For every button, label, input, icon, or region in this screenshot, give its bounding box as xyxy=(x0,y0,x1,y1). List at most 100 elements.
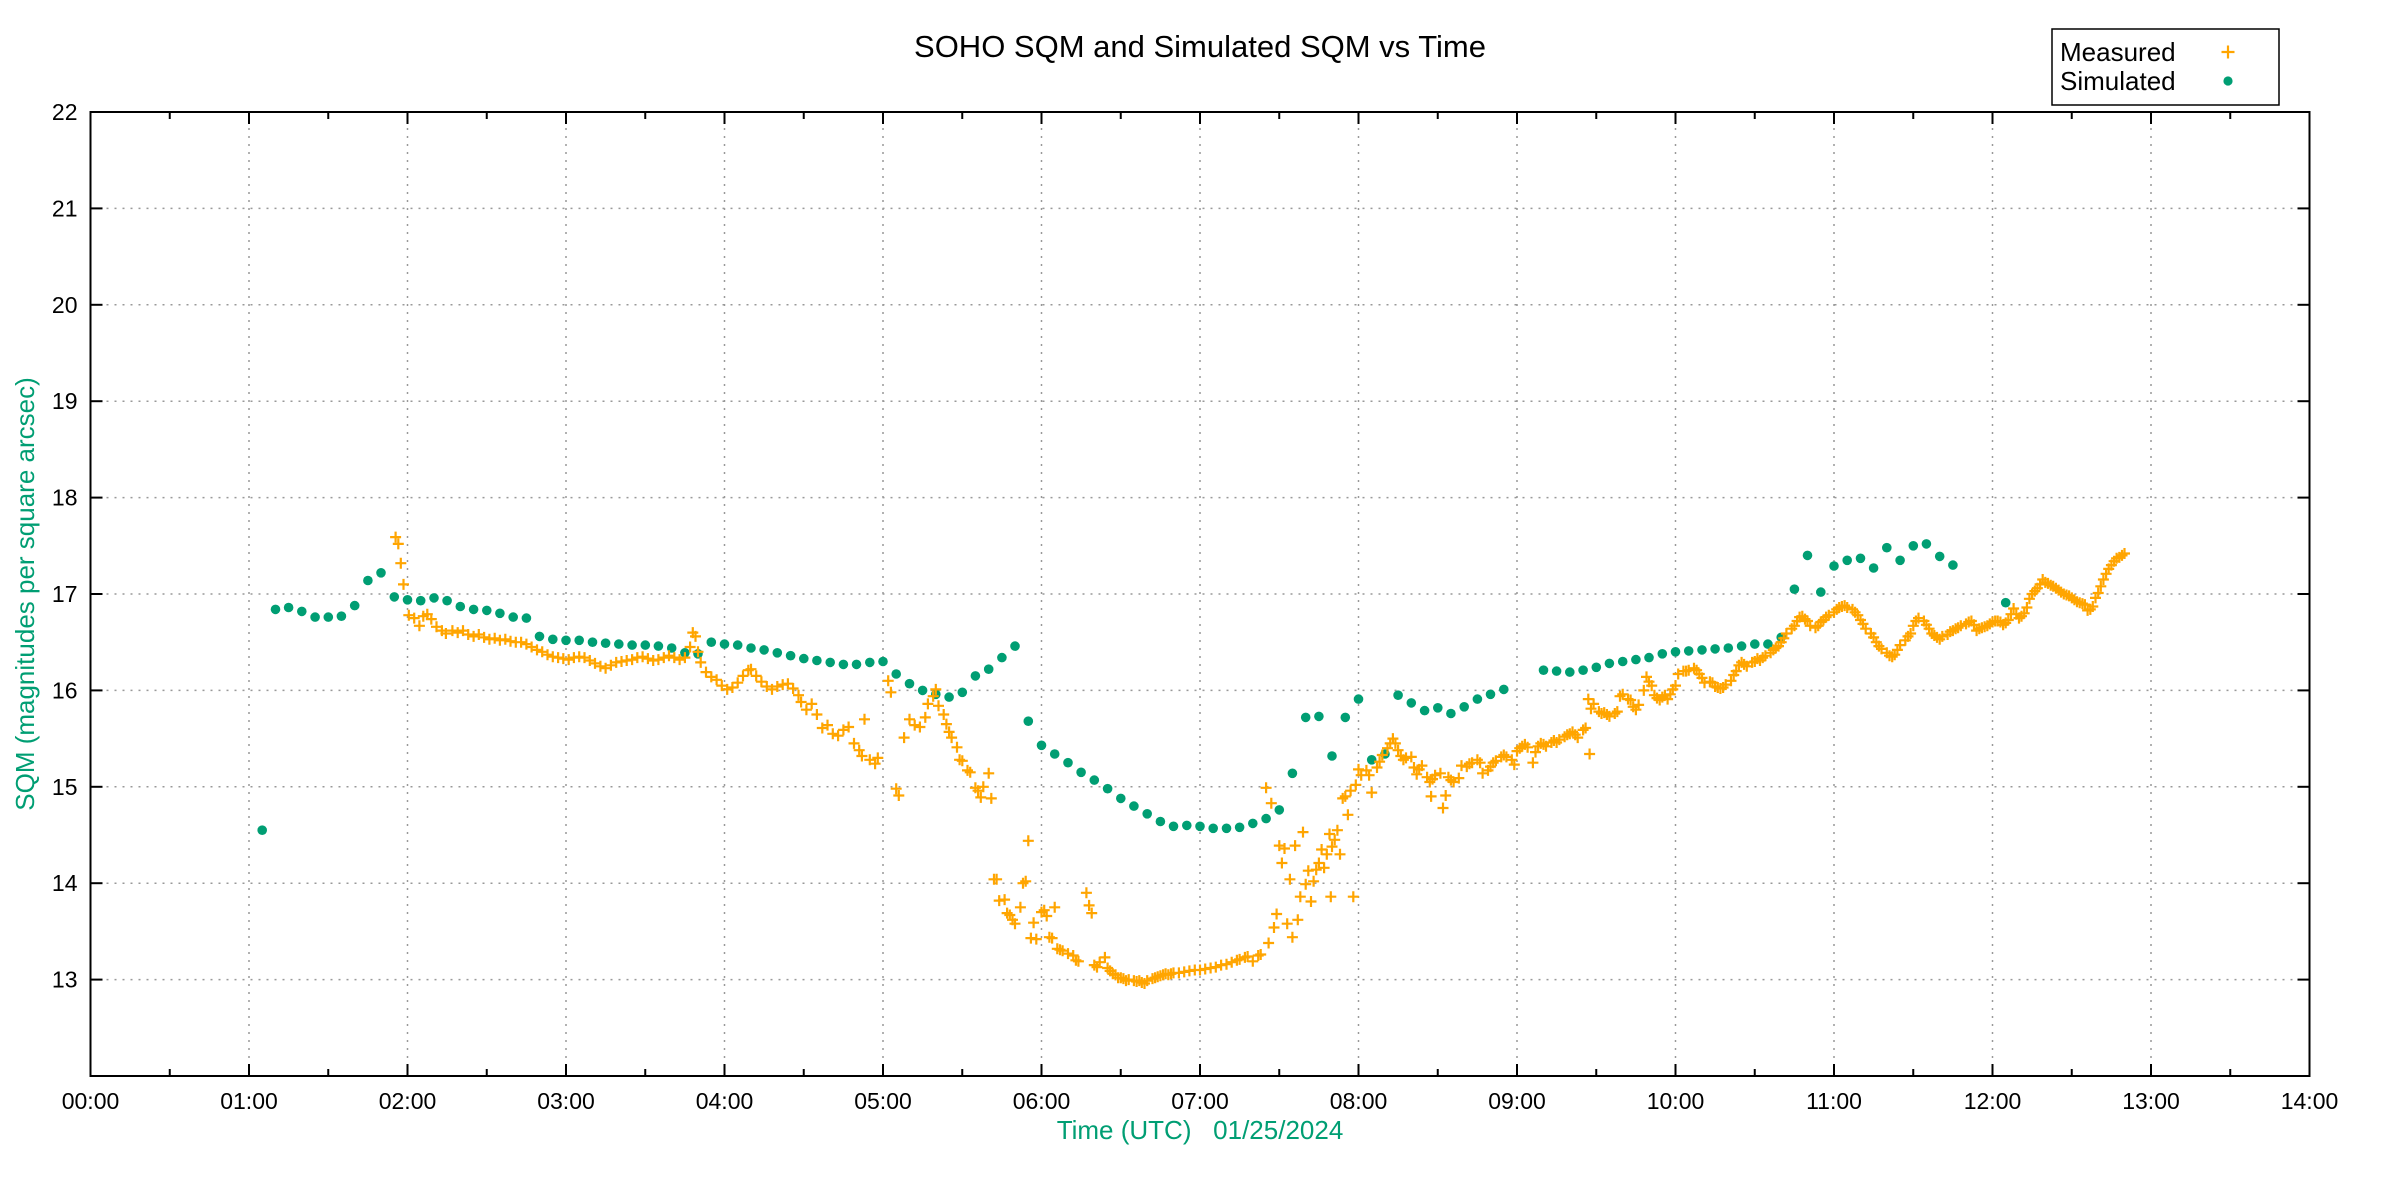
simulated-point xyxy=(1829,561,1839,571)
simulated-point xyxy=(970,671,981,681)
plot-border xyxy=(89,111,2311,1077)
simulated-point xyxy=(1868,563,1879,573)
simulated-point xyxy=(1578,665,1588,675)
chart-title: SOHO SQM and Simulated SQM vs Time xyxy=(914,29,1486,64)
y-tick-label: 21 xyxy=(52,195,78,221)
simulated-point xyxy=(363,575,373,586)
x-tick-label: 11:00 xyxy=(1806,1088,1862,1114)
simulated-point xyxy=(1129,801,1139,811)
simulated-point xyxy=(851,659,862,670)
simulated-point xyxy=(534,631,545,642)
x-axis-label: Time (UTC) 01/25/2024 xyxy=(1057,1115,1344,1145)
simulated-point xyxy=(323,612,334,622)
simulated-point xyxy=(548,634,558,645)
measured-series xyxy=(390,531,2130,989)
simulated-point xyxy=(1406,698,1417,708)
simulated-point xyxy=(468,604,479,615)
simulated-point xyxy=(1182,820,1192,831)
simulated-point xyxy=(706,637,717,647)
simulated-point xyxy=(1208,823,1218,834)
x-tick-label: 14:00 xyxy=(2281,1088,2339,1114)
simulated-point xyxy=(1551,666,1562,676)
x-tick-label: 00:00 xyxy=(62,1088,120,1114)
simulated-point xyxy=(1499,684,1509,695)
simulated-point xyxy=(1750,639,1760,649)
simulated-point xyxy=(983,664,994,674)
simulated-point xyxy=(1789,584,1800,594)
simulated-point xyxy=(640,640,651,650)
simulated-point xyxy=(812,655,822,666)
simulated-point xyxy=(1340,712,1351,723)
simulated-point xyxy=(1142,809,1152,819)
simulated-point xyxy=(653,641,664,651)
simulated-point xyxy=(1168,821,1179,832)
x-tick-label: 07:00 xyxy=(1171,1088,1229,1114)
simulated-point xyxy=(1604,658,1615,669)
simulated-point xyxy=(1248,818,1258,829)
x-tick-label: 12:00 xyxy=(1964,1088,2022,1114)
simulated-point xyxy=(1300,712,1311,723)
legend: Measured Simulated xyxy=(2051,28,2280,106)
simulated-point xyxy=(1459,702,1469,712)
legend-box xyxy=(2051,28,2280,106)
simulated-point xyxy=(1710,644,1720,654)
simulated-point xyxy=(1934,551,1945,562)
x-tick-label: 13:00 xyxy=(2122,1088,2180,1114)
simulated-point xyxy=(1617,656,1628,667)
simulated-point xyxy=(904,678,915,689)
y-tick-label: 22 xyxy=(52,99,78,125)
simulated-point xyxy=(957,687,968,698)
simulated-point xyxy=(1433,703,1443,713)
simulated-point xyxy=(1023,716,1034,726)
x-tick-label: 09:00 xyxy=(1488,1088,1546,1114)
simulated-point xyxy=(1195,821,1205,832)
simulated-point xyxy=(1842,555,1852,566)
simulated-point xyxy=(772,648,783,658)
x-tick-label: 01:00 xyxy=(220,1088,278,1114)
simulated-point xyxy=(1697,645,1707,655)
simulated-point xyxy=(1538,665,1549,675)
simulated-point xyxy=(825,657,835,668)
simulated-point xyxy=(1419,705,1430,716)
simulated-point xyxy=(389,592,400,602)
simulated-point xyxy=(1670,647,1681,657)
x-tick-label: 06:00 xyxy=(1013,1088,1071,1114)
simulated-point xyxy=(759,645,769,655)
simulated-point xyxy=(270,604,281,615)
simulated-point xyxy=(600,638,611,648)
simulated-point xyxy=(1683,646,1694,656)
y-tick-label: 20 xyxy=(52,292,78,318)
simulated-point xyxy=(1234,822,1245,833)
y-tick-label: 18 xyxy=(52,485,78,511)
simulated-point xyxy=(1723,643,1734,653)
simulated-point xyxy=(2000,597,2011,608)
simulated-point xyxy=(587,637,598,647)
simulated-point xyxy=(1261,813,1271,824)
x-tick-label: 05:00 xyxy=(854,1088,912,1114)
x-tick-labels: 00:00 01:00 02:00 03:00 04:00 05:00 06:00 07:00… xyxy=(62,1088,2339,1114)
simulated-point xyxy=(1485,689,1496,700)
axis-ticks xyxy=(89,111,2311,1076)
y-tick-label: 19 xyxy=(52,388,78,414)
simulated-point xyxy=(1221,823,1232,834)
simulated-point xyxy=(1948,560,1958,570)
measured-point-markers xyxy=(390,531,2130,989)
y-tick-label: 15 xyxy=(52,774,78,800)
y-tick-labels: 13 14 15 16 17 18 19 20 21 22 xyxy=(52,99,78,993)
simulated-point xyxy=(891,669,901,679)
simulated-point xyxy=(785,650,796,661)
simulated-point xyxy=(1327,751,1337,761)
simulated-point xyxy=(1895,555,1905,566)
simulated-point xyxy=(1921,539,1932,549)
simulated-point xyxy=(1049,749,1060,759)
simulated-point xyxy=(1591,662,1602,673)
grid-lines xyxy=(90,112,2310,1076)
simulated-point xyxy=(349,600,360,611)
simulated-point xyxy=(838,659,849,670)
simulated-point xyxy=(1802,550,1813,561)
simulated-point xyxy=(1089,775,1100,785)
simulated-point xyxy=(336,611,347,621)
simulated-point xyxy=(719,639,730,649)
simulated-point xyxy=(1472,694,1483,704)
